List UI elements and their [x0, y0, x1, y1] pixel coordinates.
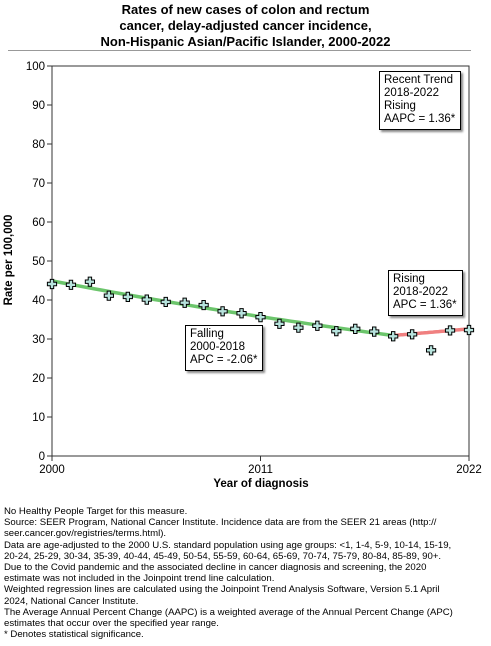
- footnote-line: 2024, National Cancer Institute.: [4, 595, 139, 607]
- data-point: [198, 299, 209, 311]
- chart-svg: 0 10 20 30 40 50 60 70 80 90 100 2000 2011 2022 Rate …: [3, 61, 482, 490]
- x-axis-label: Year of diagnosis: [213, 478, 308, 490]
- data-point: [255, 312, 266, 323]
- x-tick-label: 2000: [39, 464, 65, 476]
- rising-label: Rising: [393, 273, 425, 285]
- data-point: [312, 320, 323, 331]
- title-line-3: Non-Hispanic Asian/Pacific Islander, 200…: [100, 34, 391, 49]
- falling-label: Falling: [190, 328, 224, 340]
- data-point: [46, 278, 58, 290]
- data-point: [331, 326, 342, 337]
- data-point: [141, 294, 152, 305]
- data-point: [407, 329, 418, 340]
- data-points: [46, 276, 475, 356]
- footnote-line: seer.cancer.gov/registries/terms.html).: [4, 528, 167, 540]
- footnote-line: * Denotes statistical significance.: [4, 629, 144, 641]
- data-point: [388, 331, 399, 342]
- y-tick-label: 70: [32, 178, 45, 190]
- x-tick-label: 2022: [456, 464, 482, 476]
- data-point: [350, 323, 361, 334]
- footnote-line: estimates that occur over the specified …: [4, 618, 219, 630]
- data-point: [179, 297, 190, 308]
- chart-title: Rates of new cases of colon and rectum c…: [0, 2, 491, 50]
- chart-axes: 0 10 20 30 40 50 60 70 80 90 100 2000 2011 2022: [26, 61, 482, 476]
- falling-annotation-box: Falling 2000-2018 APC = -2.06*: [185, 325, 264, 371]
- y-tick-label: 60: [32, 217, 45, 229]
- title-divider: [8, 50, 471, 51]
- recent-trend-aapc: AAPC = 1.36*: [384, 113, 456, 125]
- footnote-line: Due to the Covid pandemic and the associ…: [4, 562, 427, 574]
- footnote-line: No Healthy People Target for this measur…: [4, 506, 188, 517]
- rising-annotation-box: Rising 2018-2022 APC = 1.36*: [388, 270, 463, 316]
- rising-years: 2018-2022: [393, 286, 448, 298]
- data-point: [84, 276, 96, 287]
- rising-apc: APC = 1.36*: [393, 299, 457, 311]
- y-tick-label: 10: [32, 412, 45, 424]
- y-tick-label: 0: [39, 451, 45, 463]
- footnote-line: The Average Annual Percent Change (AAPC)…: [4, 606, 453, 618]
- recent-trend-direction: Rising: [384, 100, 416, 112]
- recent-trend-years: 2018-2022: [384, 87, 439, 99]
- y-tick-label: 90: [32, 100, 45, 112]
- y-tick-label: 50: [32, 256, 45, 268]
- falling-apc: APC = -2.06*: [190, 354, 258, 366]
- x-tick-label: 2011: [248, 464, 273, 476]
- data-point: [444, 325, 456, 336]
- y-tick-label: 80: [32, 139, 45, 151]
- data-point: [425, 345, 437, 356]
- data-point: [463, 324, 475, 336]
- falling-years: 2000-2018: [190, 341, 245, 353]
- y-tick-label: 20: [32, 373, 45, 385]
- y-tick-label: 100: [26, 61, 45, 73]
- footnote-line: 20-24, 25-29, 30-34, 35-39, 40-44, 45-49…: [4, 550, 442, 562]
- data-point: [122, 291, 133, 302]
- y-axis-label: Rate per 100,000: [3, 215, 15, 306]
- footnotes: No Healthy People Target for this measur…: [4, 506, 489, 640]
- footnote-line: Source: SEER Program, National Cancer In…: [4, 517, 437, 529]
- data-point: [369, 326, 380, 337]
- y-tick-label: 40: [32, 295, 45, 307]
- footnote-line: estimate was not included in the Joinpoi…: [4, 573, 275, 585]
- footnote-line: Weighted regression lines are calculated…: [4, 584, 440, 596]
- title-line-1: Rates of new cases of colon and rectum: [121, 2, 370, 17]
- recent-trend-title: Recent Trend: [384, 74, 454, 86]
- footnote-line: Data are age-adjusted to the 2000 U.S. s…: [4, 539, 452, 551]
- data-point: [103, 290, 114, 301]
- data-point: [274, 318, 285, 329]
- title-line-2: cancer, delay-adjusted cancer incidence,: [119, 18, 372, 33]
- y-tick-label: 30: [32, 334, 45, 346]
- trend-line-rising: [391, 327, 471, 338]
- data-point: [293, 322, 304, 333]
- data-point: [236, 308, 247, 319]
- recent-trend-box: Recent Trend 2018-2022 Rising AAPC = 1.3…: [379, 71, 462, 130]
- data-point: [160, 296, 171, 308]
- data-point: [217, 306, 228, 317]
- data-point: [65, 279, 77, 290]
